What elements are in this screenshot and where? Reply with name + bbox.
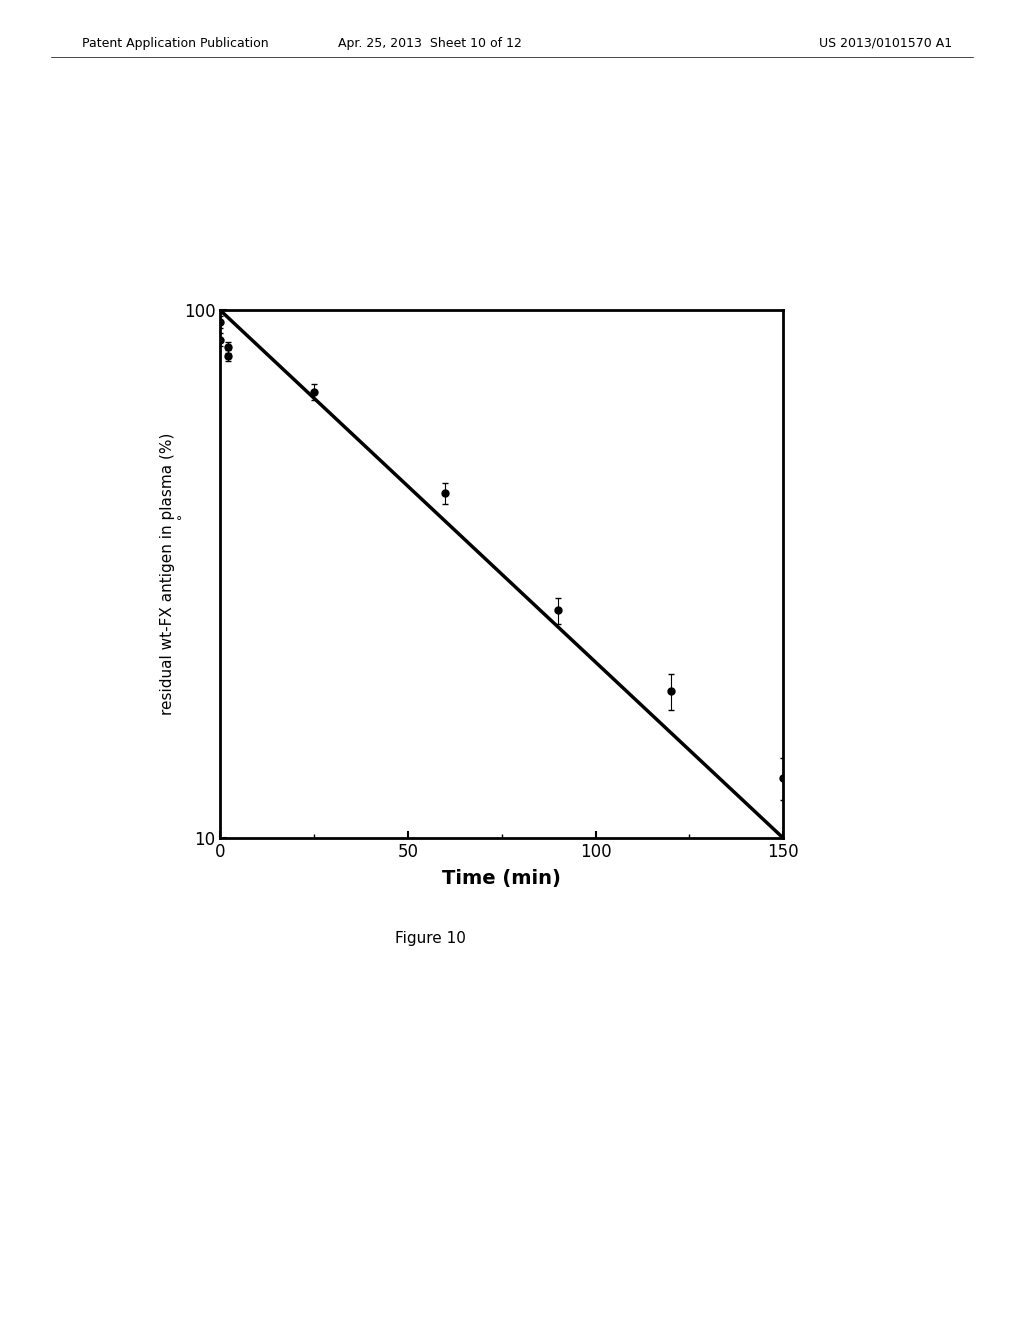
Text: US 2013/0101570 A1: US 2013/0101570 A1 xyxy=(819,37,952,50)
X-axis label: Time (min): Time (min) xyxy=(442,870,561,888)
Y-axis label: residual wt-FX antigen in plasma (%): residual wt-FX antigen in plasma (%) xyxy=(161,433,175,715)
Text: Apr. 25, 2013  Sheet 10 of 12: Apr. 25, 2013 Sheet 10 of 12 xyxy=(338,37,522,50)
Text: Figure 10: Figure 10 xyxy=(394,931,466,945)
Text: Patent Application Publication: Patent Application Publication xyxy=(82,37,268,50)
Text: °: ° xyxy=(176,515,182,528)
